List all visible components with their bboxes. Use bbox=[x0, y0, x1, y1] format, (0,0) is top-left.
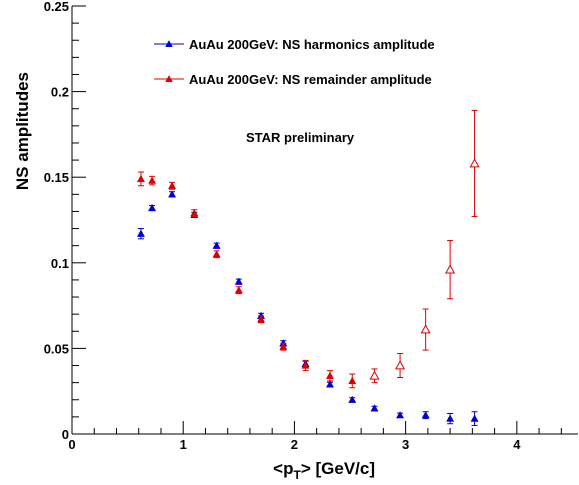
data-point bbox=[168, 181, 177, 189]
legend-label: AuAu 200GeV: NS remainder amplitude bbox=[189, 72, 432, 87]
data-point bbox=[396, 411, 405, 419]
legend-label: AuAu 200GeV: NS harmonics amplitude bbox=[189, 37, 435, 52]
x-tick-label: 1 bbox=[180, 437, 187, 452]
y-tick-label: 0 bbox=[62, 427, 69, 442]
data-point-open bbox=[420, 324, 431, 334]
data-point bbox=[148, 203, 157, 212]
data-point bbox=[348, 376, 357, 385]
y-tick-label: 0.15 bbox=[44, 170, 69, 185]
data-point bbox=[136, 174, 145, 183]
data-point bbox=[370, 404, 379, 412]
data-point bbox=[421, 411, 430, 419]
y-axis-title: NS amplitudes bbox=[13, 72, 32, 190]
data-point-open bbox=[395, 360, 406, 370]
data-point bbox=[148, 176, 157, 184]
data-point bbox=[348, 395, 357, 403]
data-point bbox=[190, 209, 199, 217]
data-point bbox=[212, 241, 221, 249]
x-axis-title-suffix: > [GeV/c] bbox=[301, 459, 375, 478]
data-point bbox=[279, 342, 288, 350]
x-axis-title-subscript: T bbox=[293, 468, 301, 482]
data-point-open bbox=[469, 158, 480, 168]
y-tick-label: 0.25 bbox=[44, 0, 69, 14]
data-point bbox=[257, 315, 266, 323]
legend-marker bbox=[165, 75, 173, 82]
data-point-open bbox=[445, 264, 456, 274]
x-axis-title-prefix: <p bbox=[273, 459, 293, 478]
data-point bbox=[301, 361, 310, 369]
data-point-open bbox=[369, 370, 380, 380]
data-point bbox=[325, 371, 335, 379]
legend-entry: AuAu 200GeV: NS harmonics amplitude bbox=[154, 37, 435, 52]
chart-annotation: STAR preliminary bbox=[246, 130, 355, 145]
x-tick-label: 3 bbox=[402, 437, 409, 452]
x-tick-label: 4 bbox=[513, 437, 521, 452]
data-point bbox=[136, 229, 145, 237]
legend-entry: AuAu 200GeV: NS remainder amplitude bbox=[154, 72, 432, 87]
data-point bbox=[212, 250, 221, 258]
data-point bbox=[234, 277, 243, 285]
data-point bbox=[470, 414, 479, 422]
x-tick-label: 2 bbox=[291, 437, 298, 452]
series-remainder bbox=[136, 109, 480, 389]
data-point bbox=[168, 190, 177, 198]
y-tick-label: 0.05 bbox=[44, 341, 69, 356]
series-harmonics bbox=[136, 190, 479, 426]
data-point bbox=[446, 414, 455, 422]
y-tick-label: 0.2 bbox=[51, 85, 69, 100]
data-point bbox=[325, 380, 335, 388]
legend-marker bbox=[165, 40, 173, 47]
x-axis-title: <pT> [GeV/c] bbox=[273, 459, 375, 482]
data-point bbox=[234, 286, 243, 294]
y-tick-label: 0.1 bbox=[51, 256, 69, 271]
x-tick-label: 0 bbox=[68, 437, 75, 452]
